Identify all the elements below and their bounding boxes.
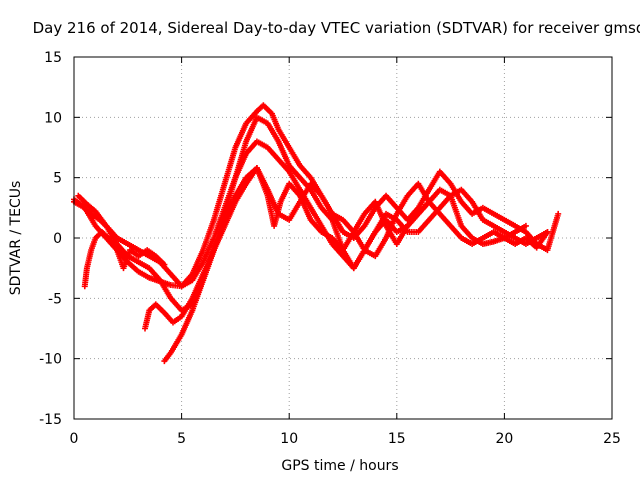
y-tick-label: 5 xyxy=(53,171,62,187)
chart-title: Day 216 of 2014, Sidereal Day-to-day VTE… xyxy=(33,19,640,37)
data-points xyxy=(71,102,562,365)
series-track-6 xyxy=(161,114,551,365)
data-point xyxy=(544,228,551,235)
data-point xyxy=(161,261,168,268)
y-tick-label: 10 xyxy=(44,110,62,126)
axis-ticks: 0 5 10 15 20 25 -15 -10 -5 0 5 10 15 xyxy=(39,50,621,447)
y-tick-label: -15 xyxy=(39,412,62,428)
x-tick-label: 5 xyxy=(177,431,186,447)
y-tick-label: 0 xyxy=(53,231,62,247)
data-point xyxy=(555,210,562,217)
x-tick-label: 10 xyxy=(280,431,298,447)
x-tick-label: 0 xyxy=(70,431,79,447)
x-tick-label: 20 xyxy=(495,431,513,447)
x-tick-label: 25 xyxy=(603,431,621,447)
y-tick-label: -10 xyxy=(39,352,62,368)
series-track-4 xyxy=(81,228,168,290)
x-axis-label: GPS time / hours xyxy=(281,458,398,474)
data-point xyxy=(522,222,529,229)
y-axis-label: SDTVAR / TECUs xyxy=(8,181,24,296)
y-tick-label: 15 xyxy=(44,50,62,66)
x-tick-label: 15 xyxy=(388,431,406,447)
y-tick-label: -5 xyxy=(48,291,62,307)
